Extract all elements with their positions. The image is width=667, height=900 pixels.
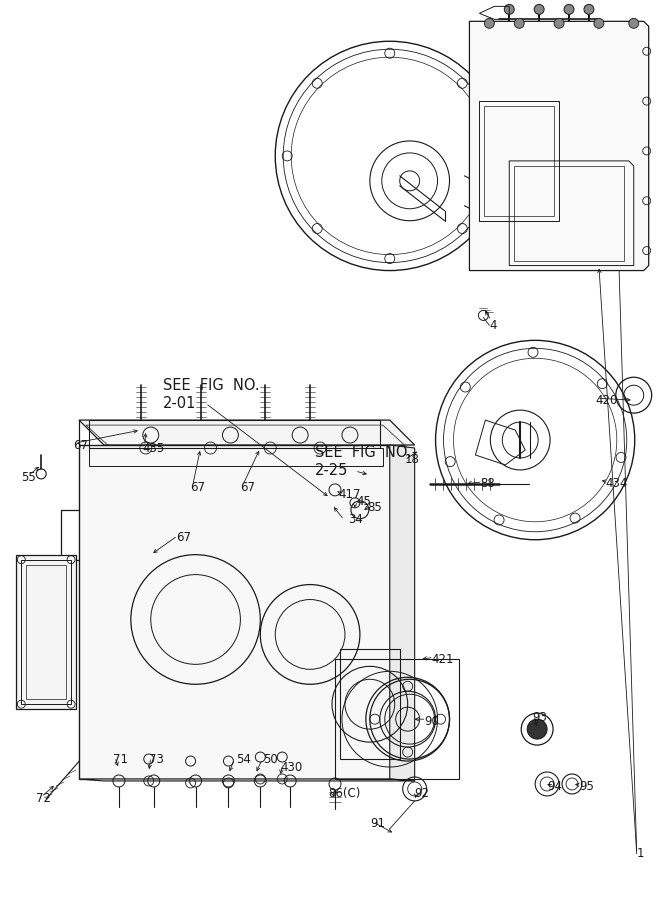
Text: 72: 72 (36, 792, 51, 806)
Text: 95: 95 (579, 780, 594, 794)
Text: 55: 55 (21, 472, 36, 484)
Polygon shape (79, 445, 390, 779)
Text: 67: 67 (73, 438, 88, 452)
Text: 67: 67 (175, 531, 191, 544)
Text: 434: 434 (606, 477, 628, 490)
Polygon shape (470, 22, 649, 271)
Circle shape (504, 4, 514, 14)
Text: 435: 435 (143, 442, 165, 454)
Circle shape (484, 18, 494, 28)
Text: 45: 45 (356, 495, 371, 508)
Text: 54: 54 (236, 752, 251, 766)
Text: 73: 73 (149, 752, 163, 766)
Polygon shape (390, 445, 415, 781)
Text: 420: 420 (595, 393, 617, 407)
Circle shape (554, 18, 564, 28)
Polygon shape (79, 779, 415, 781)
Text: 18: 18 (405, 454, 420, 466)
Text: 2-01: 2-01 (163, 396, 196, 410)
Polygon shape (79, 420, 415, 445)
Circle shape (514, 18, 524, 28)
Text: 1: 1 (637, 847, 644, 860)
Text: 91: 91 (370, 817, 385, 831)
Text: 417: 417 (338, 489, 360, 501)
Text: 71: 71 (113, 752, 128, 766)
Text: SEE  FIG  NO.: SEE FIG NO. (315, 446, 412, 461)
Text: 88: 88 (480, 477, 495, 490)
Text: 2-25: 2-25 (315, 464, 348, 479)
Bar (89, 448, 383, 466)
Text: SEE  FIG  NO.: SEE FIG NO. (163, 378, 259, 392)
Bar (484, 106, 554, 216)
Circle shape (584, 4, 594, 14)
Polygon shape (16, 554, 76, 709)
Circle shape (527, 719, 547, 739)
Bar (514, 166, 624, 261)
Bar (480, 101, 559, 220)
Text: 86(C): 86(C) (328, 788, 360, 800)
Circle shape (629, 18, 639, 28)
Text: 93: 93 (532, 711, 547, 724)
Text: 67: 67 (240, 482, 255, 494)
Text: 50: 50 (263, 752, 278, 766)
Circle shape (564, 4, 574, 14)
Text: 4: 4 (490, 319, 497, 332)
Text: 421: 421 (432, 652, 454, 666)
Text: 92: 92 (415, 788, 430, 800)
Text: 94: 94 (547, 780, 562, 794)
Circle shape (534, 4, 544, 14)
Circle shape (594, 18, 604, 28)
Text: 85: 85 (367, 501, 382, 514)
Text: 430: 430 (280, 760, 302, 773)
Text: 34: 34 (348, 513, 363, 526)
Text: 90: 90 (425, 715, 440, 728)
Text: 67: 67 (191, 482, 205, 494)
